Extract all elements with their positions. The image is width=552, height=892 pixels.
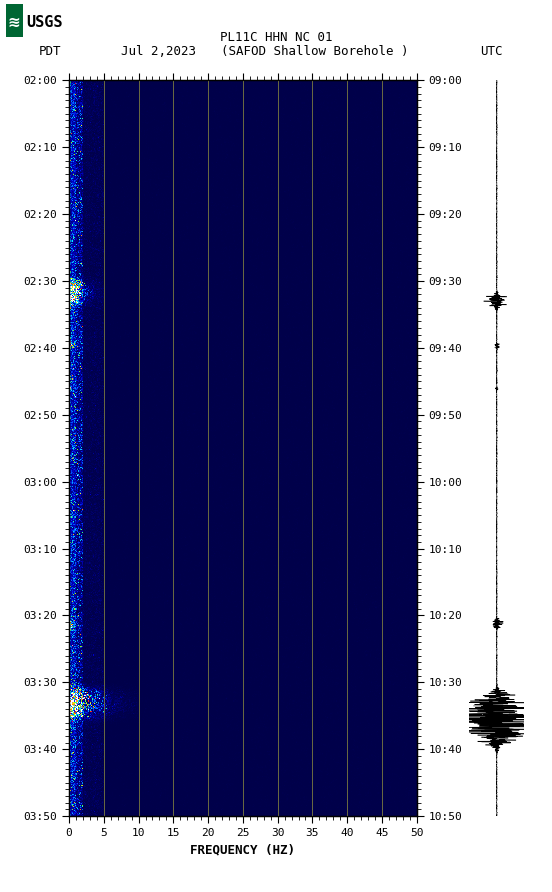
Text: PDT: PDT: [39, 45, 61, 58]
Text: ≋: ≋: [8, 14, 20, 29]
Text: (SAFOD Shallow Borehole ): (SAFOD Shallow Borehole ): [221, 45, 408, 58]
X-axis label: FREQUENCY (HZ): FREQUENCY (HZ): [190, 844, 295, 856]
Text: PL11C HHN NC 01: PL11C HHN NC 01: [220, 31, 332, 45]
FancyBboxPatch shape: [6, 4, 23, 37]
Text: UTC: UTC: [480, 45, 503, 58]
Text: USGS: USGS: [26, 14, 63, 29]
Text: Jul 2,2023: Jul 2,2023: [121, 45, 197, 58]
